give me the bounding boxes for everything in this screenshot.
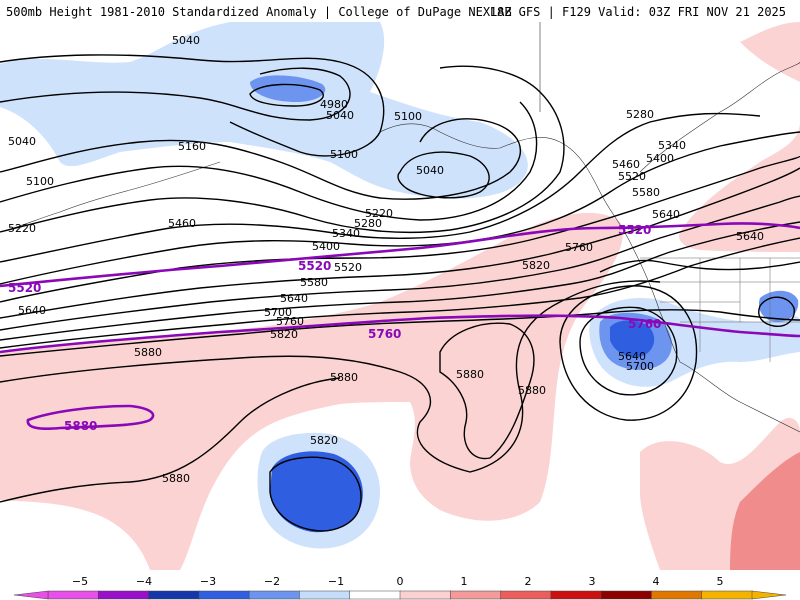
colorbar-tick-label: −5 (72, 575, 88, 588)
contour-label: 5040 (326, 109, 354, 122)
colorbar-segment (550, 590, 602, 600)
reference-contour-label: 5760 (368, 327, 401, 341)
contour-label: 5040 (172, 34, 200, 47)
colorbar-tick-label: −4 (136, 575, 152, 588)
contour-label: 5700 (264, 306, 292, 319)
colorbar: −5 −4 −3 −2 −1 0 1 2 3 4 5 (13, 575, 787, 600)
contour-label: 5280 (626, 108, 654, 121)
contour-label: 5820 (310, 434, 338, 447)
contour-label: 5160 (178, 140, 206, 153)
contour-label: 5880 (518, 384, 546, 397)
reference-contour-label: 5520 (8, 281, 41, 295)
contour-label: 5040 (416, 164, 444, 177)
colorbar-arrow-left (13, 590, 49, 600)
anomaly-shade-negative-strong-southwest-ca (610, 320, 655, 358)
coastlines (0, 22, 800, 433)
colorbar-tick-label: 4 (653, 575, 660, 588)
colorbar-segment (299, 590, 351, 600)
contour-label: 5100 (330, 148, 358, 161)
anomaly-shade-negative-north (0, 22, 528, 199)
colorbar-segments (13, 590, 787, 600)
colorbar-tick-label: 3 (589, 575, 596, 588)
contour-labels: 5040 4980 5040 5100 5040 5100 5160 5220 … (8, 34, 764, 485)
contour-label: 5640 (280, 292, 308, 305)
colorbar-tick-label: 5 (717, 575, 724, 588)
contour-label: 5880 (162, 472, 190, 485)
model-run-info: 18Z GFS | F129 Valid: 03Z FRI NOV 21 202… (489, 5, 786, 19)
colorbar-segment (148, 590, 200, 600)
contour-label: 5100 (394, 110, 422, 123)
colorbar-segment (47, 590, 100, 600)
anomaly-shade-positive-central (0, 212, 623, 570)
colorbar-segment (349, 590, 401, 600)
anomaly-shade-positive-canada (740, 22, 800, 82)
anomaly-shade-negative-core-north (250, 75, 326, 102)
contour-label: 5760 (276, 315, 304, 328)
contour-label: 5460 (168, 217, 196, 230)
contour-label: 5580 (300, 276, 328, 289)
reference-contour-label: 5520 (298, 259, 331, 273)
reference-contour-label: 5880 (64, 419, 97, 433)
colorbar-segment (98, 590, 150, 600)
contour-label: 5880 (456, 368, 484, 381)
colorbar-segment (500, 590, 552, 600)
colorbar-segment (600, 590, 653, 600)
colorbar-ticks: −5 −4 −3 −2 −1 0 1 2 3 4 5 (72, 575, 724, 588)
colorbar-arrow-right (751, 590, 787, 600)
contour-label: 4980 (320, 98, 348, 111)
contour-label: 5520 (334, 261, 362, 274)
contour-label: 5820 (270, 328, 298, 341)
contour-label: 5340 (658, 139, 686, 152)
reference-contour-label: 5760 (628, 317, 661, 331)
header: 500mb Height 1981-2010 Standardized Anom… (0, 0, 800, 22)
contour-label: 5220 (365, 207, 393, 220)
contour-label: 5460 (612, 158, 640, 171)
contour-label: 5340 (332, 227, 360, 240)
contour-label: 5700 (626, 360, 654, 373)
colorbar-segment (450, 590, 502, 600)
contour-label: 5640 (618, 350, 646, 363)
colorbar-segment (198, 590, 250, 600)
anomaly-shade-negative-mid-subtropical (270, 451, 363, 533)
contour-label: 5400 (312, 240, 340, 253)
contour-label: 5280 (354, 217, 382, 230)
reference-contours (0, 222, 800, 431)
contour-label: 5040 (8, 135, 36, 148)
contour-label: 5520 (618, 170, 646, 183)
contour-label: 5100 (26, 175, 54, 188)
contour-label: 5580 (632, 186, 660, 199)
reference-contour-label: 5520 (618, 223, 651, 237)
contour-label: 5400 (646, 152, 674, 165)
reference-contour-labels: 5520 5520 5520 5760 5760 5880 (8, 223, 661, 433)
contour-label: 5640 (736, 230, 764, 243)
colorbar-tick-label: 2 (525, 575, 532, 588)
anomaly-map[interactable]: 5040 4980 5040 5100 5040 5100 5160 5220 … (0, 22, 800, 570)
colorbar-tick-label: −1 (328, 575, 344, 588)
colorbar-segment (399, 590, 452, 600)
contour-label: 5220 (8, 222, 36, 235)
colorbar-segment (248, 590, 301, 600)
colorbar-tick-label: −3 (200, 575, 216, 588)
anomaly-shade-positive-strong-southeast (730, 452, 800, 570)
colorbar-segment (651, 590, 703, 600)
contour-label: 5640 (652, 208, 680, 221)
colorbar-tick-label: 0 (397, 575, 404, 588)
contour-label: 5640 (18, 304, 46, 317)
contour-label: 5880 (330, 371, 358, 384)
contour-label: 5820 (522, 259, 550, 272)
map-title: 500mb Height 1981-2010 Standardized Anom… (6, 5, 512, 19)
height-contours (0, 54, 800, 532)
contour-label: 5880 (134, 346, 162, 359)
anomaly-shade-positive-pacific-nw (679, 122, 800, 252)
contour-label: 5760 (565, 241, 593, 254)
colorbar-segment (701, 590, 753, 600)
colorbar-tick-label: 1 (461, 575, 468, 588)
colorbar-tick-label: −2 (264, 575, 280, 588)
